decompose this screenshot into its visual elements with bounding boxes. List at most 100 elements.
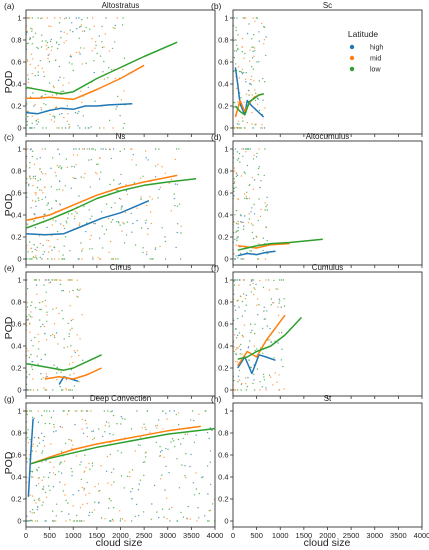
panel-title-deep-convection: Deep Convection bbox=[90, 394, 151, 403]
scatter-point bbox=[69, 374, 71, 376]
scatter-point bbox=[71, 389, 73, 391]
scatter-point bbox=[182, 437, 184, 440]
scatter-point bbox=[134, 450, 136, 452]
scatter-point bbox=[48, 82, 51, 84]
scatter-point bbox=[279, 300, 281, 302]
scatter-point bbox=[80, 24, 83, 26]
y-tick-label: 0 bbox=[17, 124, 21, 133]
scatter-point bbox=[33, 499, 36, 502]
scatter-point bbox=[91, 462, 94, 464]
scatter-point bbox=[43, 213, 45, 216]
scatter-point bbox=[175, 148, 178, 150]
scatter-point bbox=[103, 127, 105, 129]
scatter-point bbox=[38, 442, 41, 444]
scatter-point bbox=[85, 230, 87, 233]
scatter-point bbox=[76, 28, 78, 30]
scatter-point bbox=[143, 474, 145, 477]
scatter-point bbox=[243, 57, 245, 59]
scatter-point bbox=[28, 520, 30, 522]
scatter-point bbox=[234, 214, 236, 216]
scatter-point bbox=[235, 279, 237, 281]
scatter-point bbox=[272, 384, 274, 386]
scatter-point bbox=[265, 389, 267, 391]
scatter-point bbox=[41, 488, 44, 490]
scatter-point bbox=[154, 148, 157, 150]
scatter-point bbox=[43, 435, 45, 438]
scatter-point bbox=[60, 389, 63, 391]
scatter-point bbox=[61, 472, 63, 474]
scatter-point bbox=[111, 219, 114, 221]
scatter-point bbox=[54, 107, 57, 109]
scatter-point bbox=[46, 314, 48, 316]
scatter-point bbox=[136, 410, 138, 412]
y-tick-label: 0.2 bbox=[218, 364, 228, 373]
scatter-point bbox=[173, 198, 176, 200]
scatter-point bbox=[50, 25, 52, 28]
scatter-point bbox=[38, 235, 41, 237]
scatter-point bbox=[28, 314, 30, 316]
scatter-point bbox=[68, 291, 71, 293]
scatter-point bbox=[70, 187, 72, 189]
scatter-point bbox=[97, 483, 100, 485]
scatter-point bbox=[43, 71, 45, 73]
scatter-point bbox=[257, 173, 259, 176]
scatter-point bbox=[110, 500, 112, 502]
scatter-point bbox=[50, 119, 53, 121]
y-tick-label: 0.2 bbox=[11, 495, 21, 504]
scatter-point bbox=[28, 17, 31, 19]
scatter-point bbox=[36, 46, 38, 49]
scatter-point bbox=[245, 195, 247, 197]
scatter-point bbox=[32, 443, 35, 445]
series-line-mid-deep-convection bbox=[30, 425, 201, 465]
scatter-point bbox=[58, 43, 60, 46]
scatter-point bbox=[280, 359, 283, 361]
scatter-point bbox=[254, 332, 256, 335]
scatter-point bbox=[66, 33, 68, 35]
scatter-point bbox=[73, 350, 75, 352]
scatter-point bbox=[109, 453, 112, 456]
scatter-point bbox=[99, 258, 101, 260]
scatter-point bbox=[248, 218, 251, 220]
scatter-point bbox=[237, 223, 239, 225]
scatter-point bbox=[251, 111, 253, 114]
scatter-point bbox=[63, 18, 66, 20]
scatter-point bbox=[147, 159, 149, 161]
scatter-point bbox=[72, 154, 75, 156]
scatter-point bbox=[210, 483, 212, 486]
scatter-point bbox=[60, 30, 62, 33]
scatter-point bbox=[190, 419, 192, 421]
scatter-point bbox=[242, 228, 245, 230]
scatter-point bbox=[123, 487, 126, 489]
scatter-point bbox=[242, 221, 244, 223]
scatter-point bbox=[236, 334, 239, 336]
scatter-point bbox=[35, 450, 37, 453]
scatter-point bbox=[86, 410, 89, 412]
scatter-point bbox=[75, 51, 78, 54]
scatter-point bbox=[42, 192, 44, 194]
scatter-point bbox=[274, 372, 276, 374]
scatter-point bbox=[89, 468, 91, 470]
scatter-point bbox=[209, 461, 211, 463]
scatter-point bbox=[44, 299, 46, 302]
scatter-point bbox=[58, 312, 60, 315]
scatter-point bbox=[52, 510, 54, 512]
scatter-point bbox=[150, 211, 152, 213]
scatter-point bbox=[39, 319, 41, 321]
scatter-point bbox=[235, 175, 238, 178]
scatter-point bbox=[112, 414, 115, 417]
scatter-point bbox=[253, 213, 256, 215]
scatter-point bbox=[58, 153, 61, 155]
scatter-point bbox=[178, 424, 180, 426]
scatter-point bbox=[58, 258, 60, 260]
scatter-point bbox=[36, 445, 39, 447]
scatter-point bbox=[258, 198, 260, 200]
legend-label-high: high bbox=[370, 45, 383, 52]
scatter-point bbox=[46, 311, 48, 313]
scatter-point bbox=[55, 199, 57, 202]
scatter-point bbox=[184, 465, 186, 467]
scatter-point bbox=[253, 34, 255, 36]
scatter-point bbox=[30, 339, 32, 342]
scatter-point bbox=[176, 205, 179, 207]
scatter-point bbox=[180, 443, 182, 445]
scatter-point bbox=[119, 182, 122, 185]
